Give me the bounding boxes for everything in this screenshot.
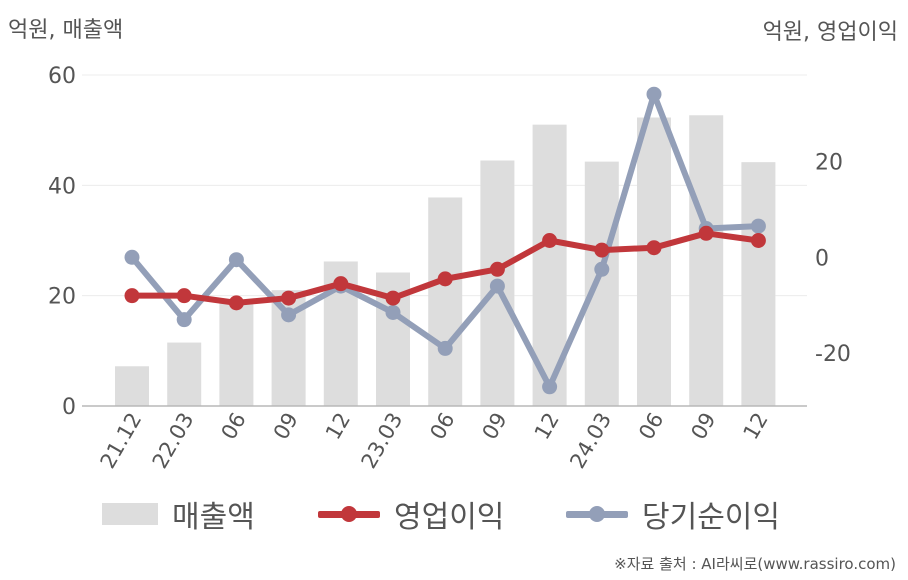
point-net-income bbox=[385, 304, 401, 320]
legend-item-net-income: 당기순이익 bbox=[566, 492, 780, 536]
point-operating-profit bbox=[333, 276, 349, 292]
point-operating-profit bbox=[489, 261, 505, 277]
legend-swatch-line-red bbox=[318, 503, 380, 525]
bar-series-sales bbox=[115, 115, 776, 407]
legend-item-operating-profit: 영업이익 bbox=[318, 492, 504, 536]
x-tick-label: 12 bbox=[739, 409, 773, 444]
x-tick-label: 09 bbox=[686, 409, 720, 444]
x-tick-label: 21.12 bbox=[95, 409, 146, 473]
point-net-income bbox=[176, 312, 192, 328]
point-operating-profit bbox=[646, 240, 662, 256]
bar-sales bbox=[584, 161, 619, 406]
point-net-income bbox=[124, 249, 140, 265]
bar-sales bbox=[115, 366, 149, 406]
bar-sales bbox=[689, 115, 724, 406]
point-net-income bbox=[750, 218, 766, 234]
point-net-income bbox=[228, 252, 244, 268]
point-operating-profit bbox=[594, 242, 610, 258]
bar-sales bbox=[428, 197, 463, 406]
y-right-tick-label: -20 bbox=[815, 342, 851, 367]
point-operating-profit bbox=[124, 288, 140, 304]
x-tick-label: 22.03 bbox=[148, 409, 199, 473]
point-net-income bbox=[437, 340, 453, 356]
x-tick-label: 06 bbox=[217, 409, 251, 444]
point-net-income bbox=[542, 379, 558, 395]
point-operating-profit bbox=[228, 295, 244, 311]
legend: 매출액 영업이익 당기순이익 bbox=[0, 492, 908, 536]
x-tick-label: 09 bbox=[478, 409, 512, 444]
point-operating-profit bbox=[542, 233, 558, 248]
source-note: ※자료 출처 : AI라씨로(www.rassiro.com) bbox=[614, 555, 896, 573]
point-operating-profit bbox=[698, 225, 714, 241]
y-right-axis-title: 억원, 영업이익 bbox=[762, 20, 898, 45]
y-left-axis-title: 억원, 매출액 bbox=[8, 18, 124, 43]
legend-label-sales: 매출액 bbox=[172, 500, 255, 535]
y-left-tick-label: 40 bbox=[48, 174, 76, 199]
point-operating-profit bbox=[176, 288, 192, 304]
bar-sales bbox=[219, 301, 254, 406]
point-operating-profit bbox=[281, 290, 297, 306]
x-tick-labels: 21.12 22.03 06 09 12 23.03 06 09 12 24.03 06 09 12 bbox=[95, 409, 772, 473]
x-tick-label: 06 bbox=[634, 409, 668, 444]
y-left-tick-labels: 0 20 40 60 bbox=[48, 64, 76, 420]
point-net-income bbox=[281, 307, 297, 323]
legend-swatch-bar bbox=[102, 503, 158, 525]
x-tick-label: 06 bbox=[425, 409, 459, 444]
x-tick-label: 09 bbox=[269, 409, 303, 444]
bar-sales bbox=[741, 162, 776, 406]
y-right-tick-label: 0 bbox=[815, 246, 829, 271]
point-net-income bbox=[594, 261, 610, 277]
legend-label-operating-profit: 영업이익 bbox=[394, 500, 505, 535]
x-tick-label: 24.03 bbox=[565, 409, 616, 473]
y-left-tick-label: 20 bbox=[48, 285, 76, 310]
bar-sales bbox=[167, 342, 202, 406]
y-left-tick-label: 0 bbox=[62, 395, 76, 420]
legend-swatch-line-gray bbox=[566, 503, 628, 525]
point-net-income bbox=[489, 278, 505, 294]
point-operating-profit bbox=[750, 233, 766, 248]
point-operating-profit bbox=[437, 271, 453, 287]
x-tick-label: 23.03 bbox=[356, 409, 407, 473]
x-tick-label: 12 bbox=[530, 409, 564, 444]
legend-label-net-income: 당기순이익 bbox=[642, 500, 780, 535]
y-right-tick-label: 20 bbox=[815, 150, 843, 175]
legend-item-sales: 매출액 bbox=[102, 492, 255, 536]
x-tick-label: 12 bbox=[321, 409, 355, 444]
y-left-tick-label: 60 bbox=[48, 64, 76, 89]
y-right-tick-labels: -20 0 20 bbox=[815, 150, 851, 367]
point-operating-profit bbox=[385, 290, 401, 306]
point-net-income bbox=[646, 86, 662, 102]
bar-sales bbox=[637, 117, 671, 406]
line-series bbox=[124, 86, 766, 395]
